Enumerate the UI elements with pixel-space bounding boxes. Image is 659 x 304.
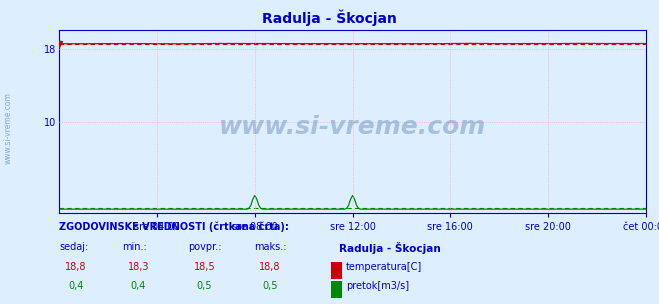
Text: Radulja - Škocjan: Radulja - Škocjan [339,243,441,254]
Text: 0,5: 0,5 [262,281,278,291]
Text: min.:: min.: [122,243,147,252]
Text: 18,3: 18,3 [128,262,149,272]
Text: 0,4: 0,4 [130,281,146,291]
Text: 0,5: 0,5 [196,281,212,291]
Text: www.si-vreme.com: www.si-vreme.com [3,92,13,164]
Text: maks.:: maks.: [254,243,286,252]
Text: sedaj:: sedaj: [59,243,88,252]
Text: 18,8: 18,8 [65,262,86,272]
Text: 0,4: 0,4 [68,281,84,291]
Text: www.si-vreme.com: www.si-vreme.com [219,115,486,139]
Text: ZGODOVINSKE VREDNOSTI (črtkana črta):: ZGODOVINSKE VREDNOSTI (črtkana črta): [59,222,289,233]
Text: temperatura[C]: temperatura[C] [346,262,422,272]
Text: 18,5: 18,5 [194,262,215,272]
Text: pretok[m3/s]: pretok[m3/s] [346,281,409,291]
Text: 18,8: 18,8 [260,262,281,272]
Text: Radulja - Škocjan: Radulja - Škocjan [262,9,397,26]
Text: povpr.:: povpr.: [188,243,221,252]
